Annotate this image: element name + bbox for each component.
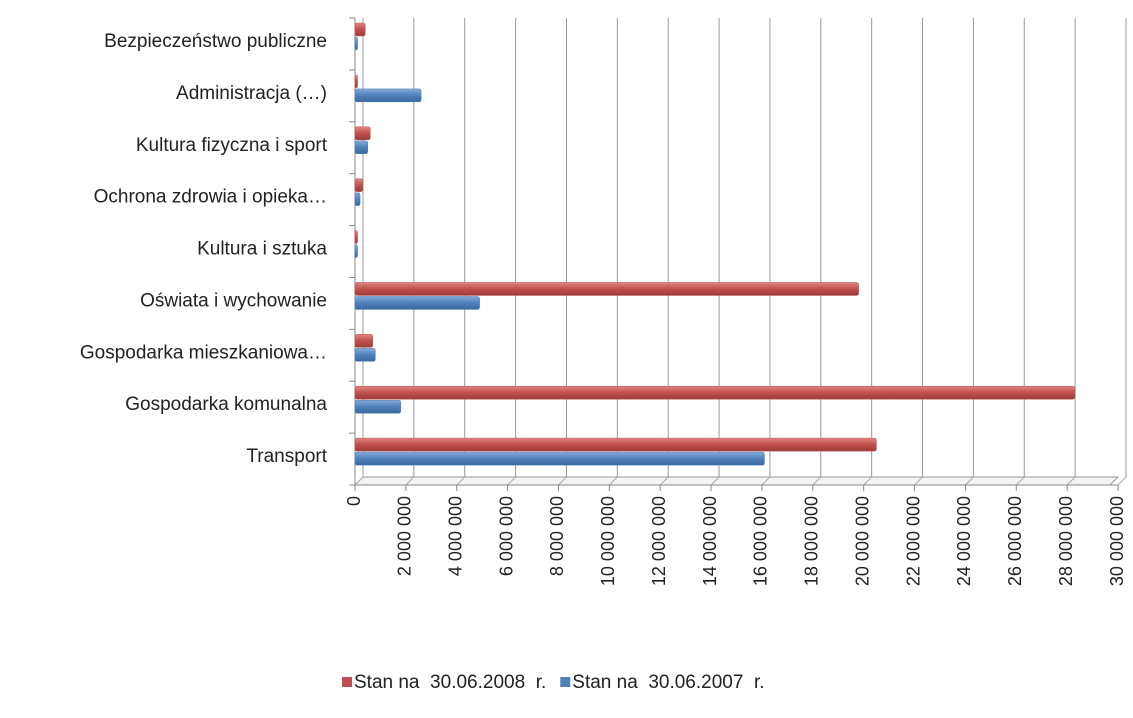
bar [354, 88, 422, 103]
grid-floor [456, 476, 466, 486]
bar [354, 348, 376, 362]
bar [354, 36, 358, 51]
x-tick-label: 16 000 000 [751, 496, 771, 586]
x-tick-label: 14 000 000 [700, 496, 720, 586]
category-label: Kultura i sztuka [197, 239, 327, 260]
grid-floor [914, 476, 923, 486]
legend-label: Stan na 30.06.2007 r. [572, 672, 764, 693]
x-tick-label: 26 000 000 [1005, 496, 1025, 586]
x-tick-label: 8 000 000 [547, 496, 567, 576]
bar [354, 385, 1076, 400]
grid-floor [558, 476, 567, 486]
floor [353, 476, 1120, 486]
bar [354, 296, 480, 310]
grid-floor [812, 476, 822, 486]
x-tick-label: 0 [344, 496, 364, 506]
grid-floor [405, 476, 415, 486]
x-tick-label: 30 000 000 [1107, 496, 1127, 586]
grid-floor [1015, 476, 1025, 486]
bar [354, 126, 371, 141]
bar [354, 74, 358, 89]
grid-floor [710, 476, 720, 486]
grid-floor [659, 476, 669, 486]
grid-floor [965, 476, 974, 486]
bar [354, 282, 859, 296]
bar [354, 451, 765, 466]
grid-floor [507, 476, 516, 486]
category-label: Administracja (…) [176, 83, 327, 104]
grid-floor [761, 476, 771, 486]
category-label: Gospodarka mieszkaniowa… [80, 342, 327, 363]
grid-floor [354, 476, 364, 486]
legend-swatch [560, 677, 571, 687]
category-label: Bezpieczeństwo publiczne [104, 31, 327, 52]
legend-label: Stan na 30.06.2008 r. [354, 672, 546, 693]
category-label: Gospodarka komunalna [125, 394, 327, 415]
grid-floor [1117, 476, 1127, 486]
bar [354, 399, 402, 414]
grid-floor [1066, 476, 1076, 486]
x-tick-label: 10 000 000 [598, 496, 618, 586]
x-tick-label: 2 000 000 [395, 496, 415, 576]
category-label: Ochrona zdrowia i opieka… [94, 187, 327, 208]
bar [354, 178, 363, 192]
bar [354, 334, 374, 348]
x-tick-label: 12 000 000 [649, 496, 669, 586]
bar [354, 230, 358, 244]
x-tick-label: 4 000 000 [445, 496, 465, 576]
bar [354, 140, 368, 155]
bar [354, 244, 358, 258]
category-label: Kultura fizyczna i sport [136, 135, 328, 156]
legend-swatch [342, 677, 352, 687]
x-tick-label: 24 000 000 [954, 496, 974, 586]
category-label: Transport [246, 446, 327, 467]
x-tick-label: 20 000 000 [852, 496, 872, 586]
grid-floor [608, 476, 618, 486]
grid-floor [863, 476, 873, 486]
bar [354, 22, 366, 37]
x-tick-label: 28 000 000 [1056, 496, 1076, 586]
x-tick-label: 22 000 000 [903, 496, 923, 586]
x-tick-label: 18 000 000 [802, 496, 822, 586]
category-label: Oświata i wychowanie [140, 290, 327, 311]
bar [354, 437, 877, 452]
bar [354, 192, 361, 206]
x-tick-label: 6 000 000 [496, 496, 516, 576]
